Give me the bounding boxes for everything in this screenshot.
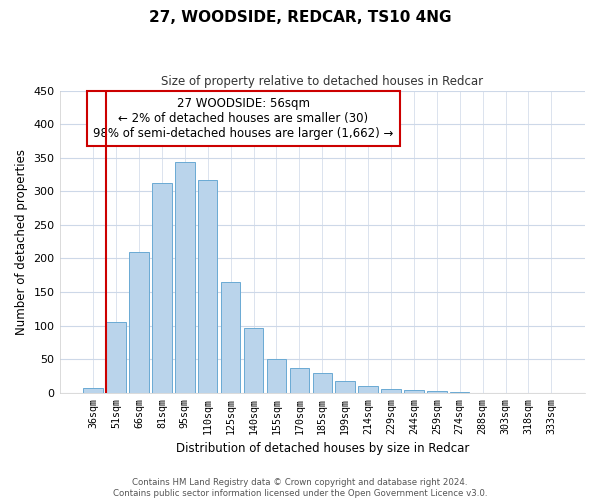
X-axis label: Distribution of detached houses by size in Redcar: Distribution of detached houses by size … bbox=[176, 442, 469, 455]
Bar bbox=[129, 252, 149, 393]
Bar bbox=[358, 386, 378, 393]
Bar bbox=[175, 162, 194, 393]
Bar bbox=[152, 182, 172, 393]
Y-axis label: Number of detached properties: Number of detached properties bbox=[15, 148, 28, 334]
Bar bbox=[404, 390, 424, 393]
Text: Contains HM Land Registry data © Crown copyright and database right 2024.
Contai: Contains HM Land Registry data © Crown c… bbox=[113, 478, 487, 498]
Bar bbox=[221, 282, 241, 393]
Text: 27 WOODSIDE: 56sqm
← 2% of detached houses are smaller (30)
98% of semi-detached: 27 WOODSIDE: 56sqm ← 2% of detached hous… bbox=[93, 96, 394, 140]
Bar bbox=[267, 359, 286, 393]
Bar bbox=[381, 390, 401, 393]
Bar bbox=[450, 392, 469, 393]
Bar bbox=[427, 392, 446, 393]
Text: 27, WOODSIDE, REDCAR, TS10 4NG: 27, WOODSIDE, REDCAR, TS10 4NG bbox=[149, 10, 451, 25]
Title: Size of property relative to detached houses in Redcar: Size of property relative to detached ho… bbox=[161, 75, 484, 88]
Bar bbox=[335, 380, 355, 393]
Bar bbox=[198, 180, 217, 393]
Bar bbox=[313, 372, 332, 393]
Bar bbox=[244, 328, 263, 393]
Bar bbox=[83, 388, 103, 393]
Bar bbox=[290, 368, 309, 393]
Bar bbox=[106, 322, 126, 393]
